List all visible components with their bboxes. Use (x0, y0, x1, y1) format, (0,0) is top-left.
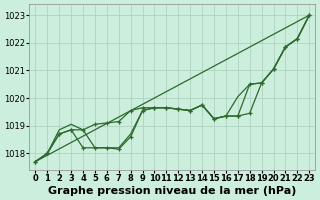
X-axis label: Graphe pression niveau de la mer (hPa): Graphe pression niveau de la mer (hPa) (48, 186, 297, 196)
